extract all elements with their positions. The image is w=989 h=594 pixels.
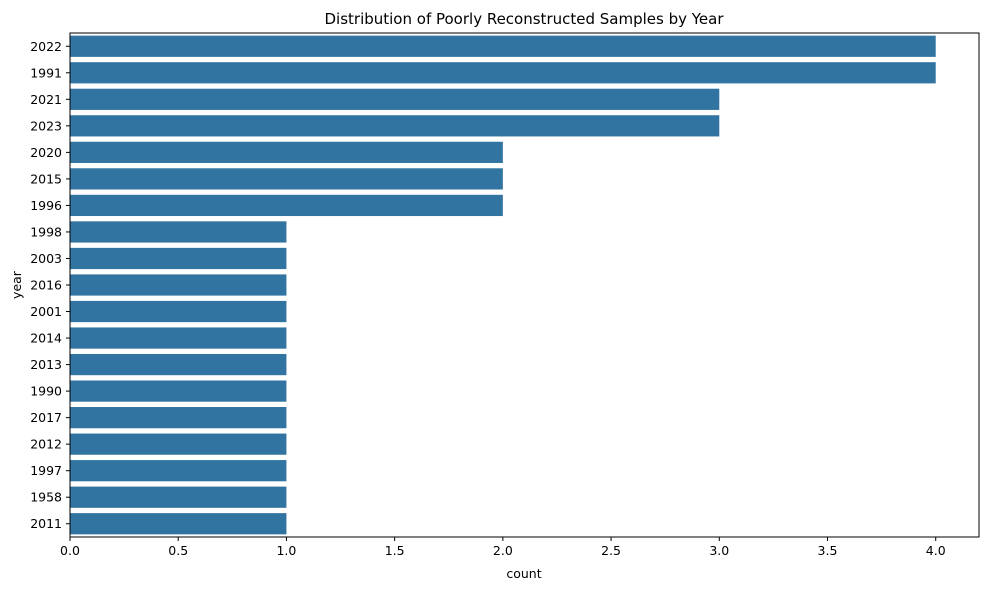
x-tick-label: 4.0 [926, 543, 946, 558]
x-tick-label: 2.0 [493, 543, 513, 558]
y-tick-label: 2022 [30, 39, 62, 54]
bar-2016 [70, 274, 287, 296]
bar-2014 [70, 327, 287, 349]
y-tick-label: 2012 [30, 437, 62, 452]
bar-1958 [70, 486, 287, 508]
y-tick-label: 2001 [30, 304, 62, 319]
x-tick-label: 0.0 [60, 543, 80, 558]
bar-2020 [70, 141, 503, 163]
y-tick-label: 1991 [30, 65, 62, 80]
y-tick-label: 2016 [30, 278, 62, 293]
bar-1991 [70, 62, 936, 84]
bar-2021 [70, 88, 720, 110]
y-tick-label: 1990 [30, 384, 62, 399]
bar-2012 [70, 433, 287, 455]
x-tick-label: 0.5 [168, 543, 188, 558]
y-axis-ticks: 2022 1991 2021 2023 2020 2015 1996 1998 2003 2016… [30, 39, 70, 531]
y-tick-label: 2011 [30, 516, 62, 531]
y-tick-label: 2020 [30, 145, 62, 160]
bar-2017 [70, 407, 287, 429]
y-tick-label: 2015 [30, 171, 62, 186]
y-tick-label: 1997 [30, 463, 62, 478]
y-axis-label: year [9, 270, 24, 299]
bars-group [70, 35, 936, 535]
y-tick-label: 2021 [30, 92, 62, 107]
x-tick-label: 3.0 [709, 543, 729, 558]
chart-title: Distribution of Poorly Reconstructed Sam… [324, 10, 724, 28]
y-tick-label: 2014 [30, 331, 62, 346]
x-axis-ticks: 0.0 0.5 1.0 1.5 2.0 2.5 3.0 3.5 4.0 [60, 537, 946, 558]
bar-2001 [70, 300, 287, 323]
bar-2022 [70, 35, 936, 57]
y-tick-label: 1958 [30, 490, 62, 505]
x-tick-label: 1.5 [385, 543, 405, 558]
y-tick-label: 1998 [30, 224, 62, 239]
y-tick-label: 2023 [30, 118, 62, 133]
bar-2003 [70, 247, 287, 270]
bar-2013 [70, 353, 287, 376]
x-tick-label: 1.0 [276, 543, 296, 558]
axes-frame [69, 32, 980, 538]
bar-2023 [70, 115, 720, 137]
x-tick-label: 3.5 [818, 543, 838, 558]
y-tick-label: 2017 [30, 410, 62, 425]
bar-1990 [70, 380, 287, 402]
x-tick-label: 2.5 [601, 543, 621, 558]
bar-2015 [70, 168, 503, 190]
bar-1996 [70, 194, 503, 217]
y-tick-label: 2013 [30, 357, 62, 372]
y-tick-label: 2003 [30, 251, 62, 266]
bar-2011 [70, 513, 287, 535]
bar-1997 [70, 460, 287, 482]
x-axis-label: count [506, 566, 541, 581]
bar-1998 [70, 221, 287, 243]
y-tick-label: 1996 [30, 198, 62, 213]
plot-frame [69, 32, 980, 538]
